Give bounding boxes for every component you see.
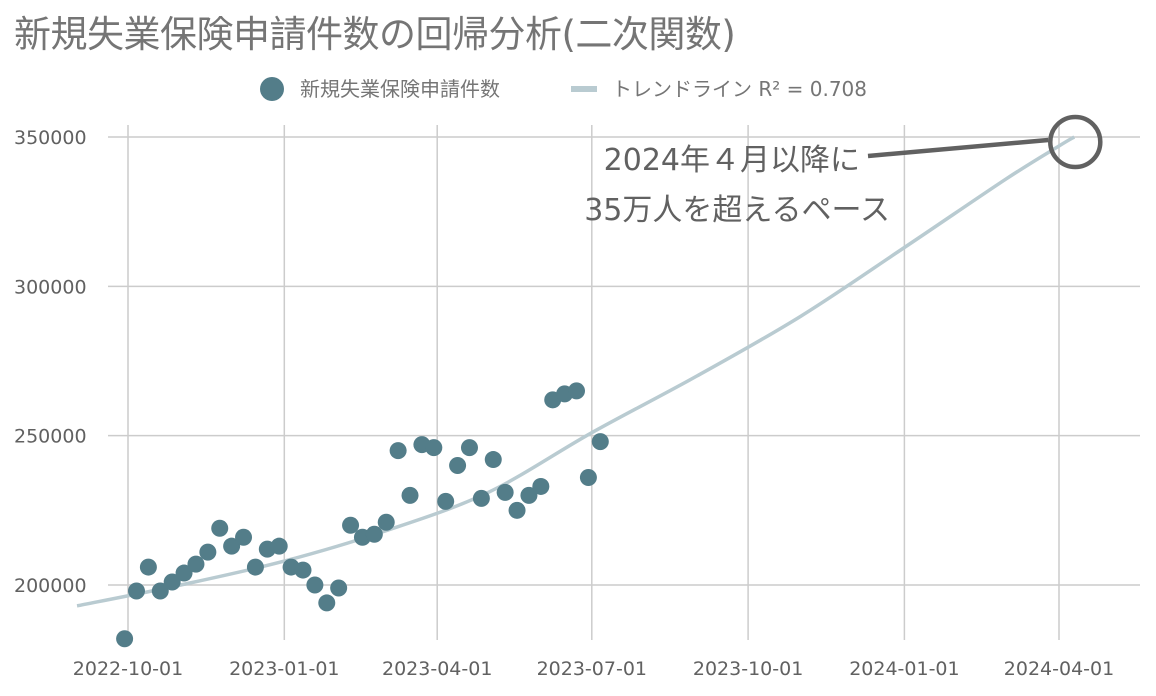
x-tick-label: 2022-10-01 — [73, 658, 183, 680]
data-point — [460, 439, 478, 457]
data-point — [532, 477, 550, 495]
y-tick-label: 250000 — [14, 426, 87, 448]
trendline-path — [77, 137, 1074, 606]
legend-label-trendline: トレンドライン R² = 0.708 — [612, 77, 867, 101]
data-point — [127, 582, 145, 600]
legend-marker-trendline — [571, 86, 597, 92]
chart-title: 新規失業保険申請件数の回帰分析(二次関数) — [14, 13, 736, 56]
data-point — [270, 537, 288, 555]
x-tick-label: 2023-10-01 — [693, 658, 803, 680]
legend-marker-scatter — [260, 77, 284, 101]
data-point — [211, 519, 229, 537]
x-tick-label: 2023-04-01 — [382, 658, 492, 680]
trendline — [77, 137, 1074, 606]
data-point — [425, 439, 443, 457]
data-point — [579, 468, 597, 486]
data-point — [223, 537, 241, 555]
data-point — [437, 492, 455, 510]
data-point — [294, 561, 312, 579]
data-point — [389, 442, 407, 460]
data-point — [318, 594, 336, 612]
data-point — [199, 543, 217, 561]
data-point — [116, 630, 134, 648]
annotation-text-line2: 35万人を超えるペース — [584, 193, 890, 228]
annotation-circle — [1048, 114, 1103, 170]
data-point — [306, 576, 324, 594]
data-point — [520, 486, 538, 504]
data-point — [472, 489, 490, 507]
data-point — [449, 457, 467, 475]
data-point — [187, 555, 205, 573]
y-tick-label: 350000 — [14, 127, 87, 149]
data-point — [568, 382, 586, 400]
annotation-text-line1: 2024年４月以降に — [604, 143, 860, 178]
data-point — [508, 501, 526, 519]
data-point — [342, 516, 360, 534]
grid — [108, 125, 1140, 640]
x-tick-label: 2023-07-01 — [537, 658, 647, 680]
data-point — [365, 525, 383, 543]
x-tick-label: 2023-01-01 — [229, 658, 339, 680]
y-tick-label: 300000 — [14, 276, 87, 298]
x-tick-label: 2024-04-01 — [1004, 658, 1114, 680]
x-tick-labels: 2022-10-01 2023-01-01 2023-04-01 2023-07-01… — [73, 658, 1114, 680]
data-point — [175, 564, 193, 582]
data-point — [591, 433, 609, 451]
data-point — [151, 582, 169, 600]
data-point — [235, 528, 253, 546]
data-point — [163, 573, 181, 591]
y-tick-label: 200000 — [14, 575, 87, 597]
data-points — [116, 382, 609, 648]
x-tick-label: 2024-01-01 — [849, 658, 959, 680]
data-point — [401, 486, 419, 504]
legend: 新規失業保険申請件数 トレンドライン R² = 0.708 — [260, 77, 867, 101]
data-point — [246, 558, 264, 576]
data-point — [139, 558, 157, 576]
annotation-connector — [867, 137, 1049, 159]
data-point — [330, 579, 348, 597]
data-point — [377, 513, 395, 531]
y-tick-labels: 200000 250000 300000 350000 — [14, 127, 87, 597]
legend-label-scatter: 新規失業保険申請件数 — [300, 77, 500, 101]
data-point — [496, 483, 514, 501]
annotation: 2024年４月以降に 35万人を超えるペース — [584, 114, 1103, 228]
data-point — [484, 451, 502, 469]
